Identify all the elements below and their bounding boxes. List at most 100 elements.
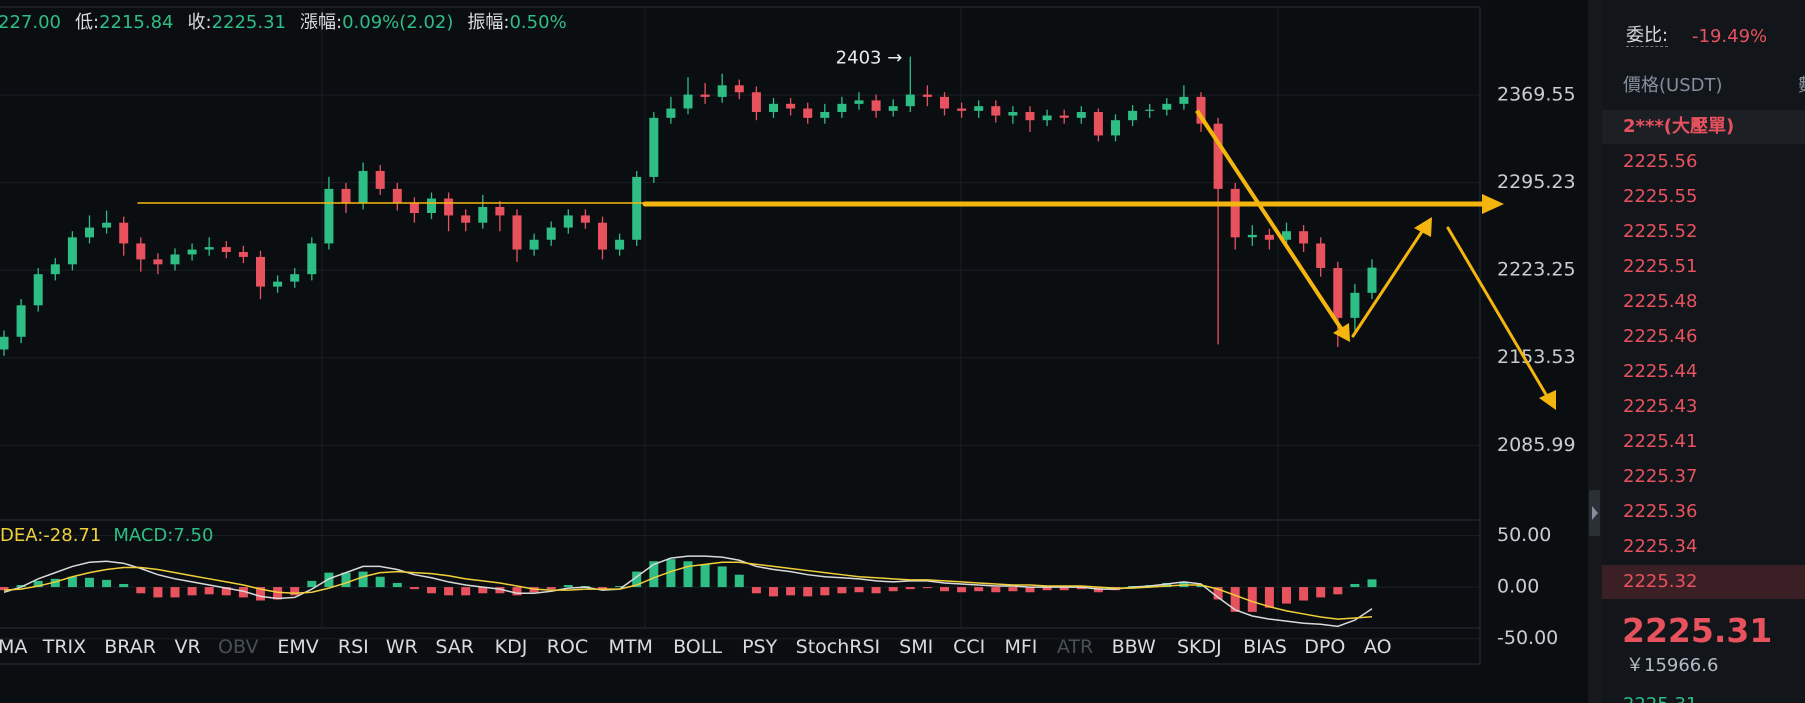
indicator-tab[interactable]: BRAR (104, 636, 156, 658)
indicator-tab[interactable]: TRIX (42, 636, 87, 658)
macd-bar (598, 587, 607, 590)
candle-body (187, 249, 197, 255)
candle-body (1230, 188, 1240, 238)
y-tick-label: 2295.23 (1497, 171, 1576, 193)
indicator-tab[interactable]: MFI (1004, 636, 1038, 658)
candle-body (307, 243, 317, 275)
ask-price[interactable]: 2225.34 (1623, 536, 1698, 557)
stat-label: 收: (187, 12, 212, 33)
legend-label: MACD: (113, 525, 174, 546)
indicator-tab[interactable]: MA (0, 636, 28, 658)
candle-body (1008, 112, 1018, 116)
ask-price[interactable]: 2225.44 (1623, 361, 1698, 382)
indicator-tab[interactable]: MTM (608, 636, 653, 658)
ask-price[interactable]: 2225.36 (1623, 501, 1698, 522)
macd-bar (1350, 583, 1360, 588)
drawing-arrowhead (1414, 217, 1432, 237)
macd-bar (546, 587, 556, 590)
stat-value: 0.09%(2.02) (342, 12, 454, 33)
stat-label: 漲幅: (300, 12, 343, 33)
macd-bar (563, 585, 573, 588)
macd-bar (666, 559, 676, 588)
macd-bar (1213, 587, 1223, 600)
ask-price[interactable]: 2225.37 (1623, 466, 1698, 487)
indicator-tab[interactable]: DPO (1304, 636, 1346, 658)
candle-body (734, 85, 744, 93)
candle-body (204, 247, 214, 250)
indicator-tab[interactable]: ATR (1056, 636, 1094, 658)
candle-body (409, 203, 419, 214)
indicator-tab[interactable]: StochRSI (795, 636, 881, 658)
candle-body (1162, 103, 1172, 110)
ask-price[interactable]: 2225.51 (1623, 256, 1698, 277)
indicator-tab[interactable]: KDJ (494, 636, 528, 658)
macd-bar (974, 587, 984, 592)
candle-body (769, 103, 778, 113)
ask-price[interactable]: 2225.52 (1623, 221, 1698, 242)
macd-bar (1282, 587, 1291, 604)
candle-body (290, 274, 300, 282)
indicator-tab[interactable]: WR (385, 636, 418, 658)
macd-bar (16, 585, 26, 588)
macd-bar (238, 587, 248, 598)
macd-bar (751, 587, 761, 594)
macd-bar (888, 587, 898, 592)
candle-body (495, 206, 505, 216)
ask-price[interactable]: 2225.48 (1623, 291, 1698, 312)
macd-bar (717, 566, 727, 588)
indicator-tab[interactable]: SKDJ (1176, 636, 1222, 658)
indicator-tab[interactable]: PSY (742, 636, 778, 658)
candle-body (940, 96, 949, 109)
candle-body (221, 247, 231, 253)
candle-body (50, 264, 60, 275)
macd-bar (102, 579, 112, 588)
chart-marks: 2369.55 2295.23 2223.25 2153.53 2085.99 2403 … (0, 48, 1576, 649)
macd-bar (615, 586, 625, 588)
candle-body (888, 106, 898, 111)
candle-body (238, 252, 248, 257)
ratio-label[interactable]: 委比: (1626, 25, 1669, 47)
legend-value: 7.50 (173, 525, 214, 546)
macd-bar (922, 587, 932, 589)
indicator-tab[interactable]: VR (174, 636, 201, 658)
macd-bar (0, 587, 9, 591)
splitter-arrow (1592, 506, 1598, 520)
candle-body (444, 198, 454, 216)
indicator-tab[interactable]: BBW (1111, 636, 1156, 658)
indicator-tab[interactable]: CCI (953, 636, 986, 658)
candle-body (512, 215, 522, 250)
indicator-tab[interactable]: BOLL (673, 636, 722, 658)
indicator-tab[interactable]: BIAS (1243, 636, 1287, 658)
candle-body (341, 188, 351, 204)
candle-body (102, 222, 112, 228)
indicator-tab[interactable]: SMI (899, 636, 934, 658)
candle-body (991, 106, 1001, 116)
macd-bar (153, 587, 163, 598)
candle-body (1367, 267, 1377, 293)
indicator-tab[interactable]: AO (1363, 636, 1392, 658)
max-label: 2403 → (836, 48, 903, 69)
macd-bar (67, 576, 77, 588)
indicator-tab[interactable]: OBV (218, 636, 259, 658)
indicator-tab[interactable]: EMV (277, 636, 319, 658)
indicator-tab[interactable]: RSI (337, 636, 369, 658)
ask-price[interactable]: 2225.41 (1623, 431, 1698, 452)
ask-price[interactable]: 2225.32 (1623, 571, 1698, 592)
ask-price[interactable]: 2225.43 (1623, 396, 1698, 417)
ratio-value: -19.49% (1692, 26, 1768, 47)
macd-bar (1196, 585, 1206, 588)
candle-body (0, 336, 9, 350)
ask-price[interactable]: 2225.55 (1623, 186, 1698, 207)
indicator-tab[interactable]: SAR (435, 636, 474, 658)
ask-price[interactable]: 2225.46 (1623, 326, 1698, 347)
ask-price[interactable]: 2225.56 (1623, 151, 1698, 172)
candle-body (580, 215, 590, 223)
last-price: 2225.31 (1622, 611, 1773, 650)
macd-bar (1247, 587, 1257, 612)
candle-body (1196, 96, 1206, 124)
splitter (1588, 0, 1602, 703)
indicator-tab[interactable]: ROC (546, 636, 589, 658)
candle-body (854, 100, 864, 104)
